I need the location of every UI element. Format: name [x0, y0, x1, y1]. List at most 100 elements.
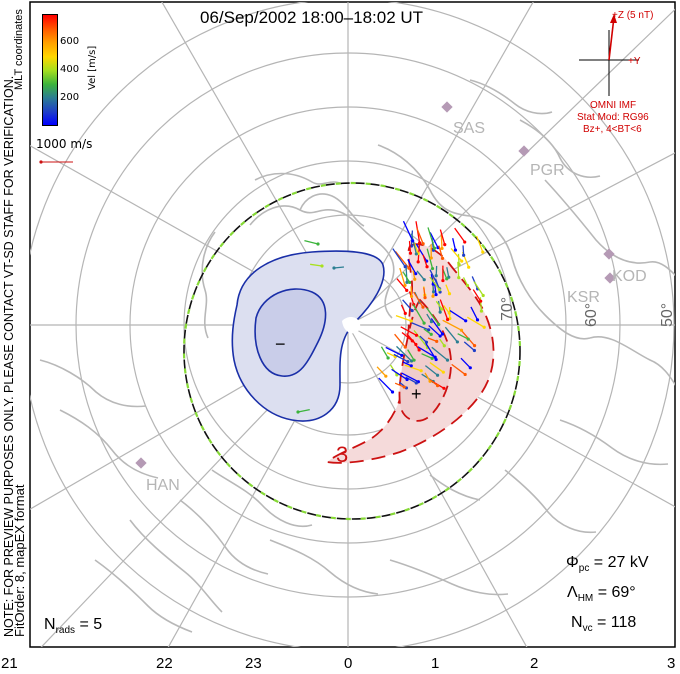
velocity-vector-118: [304, 240, 319, 245]
velocity-vector-34: [466, 316, 485, 328]
negative-cell-inner: [254, 288, 327, 377]
velocity-vector-51: [430, 274, 434, 285]
velocity-vector-102: [423, 287, 426, 298]
scale-vector: [39, 160, 73, 164]
velocity-vector-88: [454, 227, 466, 243]
velocity-vector-92: [442, 319, 462, 331]
velocity-vector-97: [378, 377, 393, 393]
velocity-vector-77: [386, 352, 396, 358]
velocity-vector-5: [479, 297, 483, 312]
colorbar-tick-400: 400: [60, 64, 80, 75]
nrads-symbol: N: [44, 616, 56, 633]
velocity-vector-11: [429, 232, 439, 248]
velocity-vector-32: [470, 306, 479, 321]
velocity-vector-106: [451, 363, 466, 375]
velocity-vector-100: [425, 343, 437, 360]
map-title: 06/Sep/2002 18:00–18:02 UT: [200, 8, 424, 27]
velocity-vector-78: [399, 267, 406, 286]
velocity-vector-55: [429, 362, 444, 373]
velocity-vector-66: [407, 349, 415, 361]
velocity-vector-69: [412, 270, 416, 280]
velocity-vector-23: [389, 364, 398, 376]
velocity-vector-60: [440, 233, 443, 249]
velocity-vector-79: [439, 229, 446, 245]
station-labels: SAS PGR KOD KSR HAN: [146, 120, 647, 494]
imf-z-label: +Z (5 nT): [612, 10, 654, 21]
velocity-vector-107: [430, 379, 438, 387]
velocity-vector-2: [462, 277, 469, 286]
velocity-vector-115: [462, 245, 465, 256]
velocity-vector-111: [402, 220, 414, 242]
velocity-vector-87: [427, 337, 437, 342]
velocity-vector-48: [417, 346, 436, 358]
velocity-vector-109: [391, 368, 408, 381]
velocity-vector-104: [412, 341, 420, 351]
velocity-vector-67: [452, 238, 457, 251]
velocity-vector-7: [446, 267, 450, 278]
mlt-tick-22: 22: [156, 655, 173, 672]
hm-boundary-highlight: [182, 181, 522, 521]
nvc-subscript: vc: [582, 623, 593, 635]
velocity-vector-44: [426, 313, 433, 322]
velocity-vector-4: [394, 251, 410, 269]
colorbar-label: Vel [m/s]: [87, 45, 98, 90]
velocity-vector-52: [457, 333, 469, 340]
velocity-vector-39: [396, 278, 408, 291]
imf-y-label: +Y: [628, 56, 641, 67]
negative-cell-label: −: [275, 334, 286, 354]
velocity-vector-82: [463, 341, 475, 352]
velocity-vector-14: [415, 243, 428, 262]
velocity-vector-65: [392, 248, 406, 268]
velocity-vector-56: [410, 233, 417, 255]
velocity-vector-53: [450, 248, 463, 262]
velocity-vector-27: [396, 345, 413, 362]
imf-source: OMNI IMF: [590, 100, 637, 111]
velocity-vector-108: [444, 326, 458, 343]
velocity-vector-17: [380, 346, 389, 359]
nvc-value: = 118: [597, 614, 637, 631]
station-label-pgr: PGR: [530, 162, 565, 179]
positive-cell-label: +: [411, 384, 422, 404]
imf-condition: Bz+, 4<BT<6: [583, 124, 642, 135]
velocity-vector-28: [419, 335, 427, 343]
phi-value: = 27 kV: [593, 554, 649, 571]
contour-value-label: 3: [336, 442, 348, 467]
coastlines: [39, 79, 675, 633]
lat-label-70: 70°: [499, 297, 516, 321]
velocity-vector-75: [435, 300, 443, 310]
velocity-vector-101: [438, 245, 444, 259]
velocity-vector-70: [439, 299, 449, 320]
pole-marker: [342, 317, 361, 334]
velocity-vector-80: [402, 361, 412, 367]
station-label-sas: SAS: [453, 120, 485, 137]
velocity-vector-120: [297, 408, 310, 413]
velocity-vector-1: [395, 315, 412, 322]
nrads-subscript: rads: [55, 625, 76, 637]
velocity-vector-114: [424, 365, 438, 376]
stat-nrads: Nrads = 5: [44, 616, 102, 636]
velocity-vector-85: [412, 304, 425, 324]
vector-scale-label: 1000 m/s: [36, 137, 93, 151]
velocity-vector-110: [385, 346, 403, 356]
hm-boundary: [183, 182, 521, 520]
velocity-vector-117: [429, 276, 440, 291]
velocity-vector-116: [394, 333, 406, 348]
velocity-vector-35: [475, 235, 484, 253]
velocity-vector-43: [413, 242, 419, 254]
velocity-vector-59: [473, 281, 484, 296]
velocity-vector-19: [430, 318, 444, 335]
velocity-vector-81: [460, 357, 471, 369]
velocity-vector-47: [376, 366, 387, 377]
mlt-tick-3: 3: [667, 655, 676, 672]
lambda-symbol: Λ: [567, 584, 578, 601]
colorbar-tick-200: 200: [60, 92, 80, 103]
velocity-vector-68: [400, 326, 417, 336]
velocity-vector-49: [472, 289, 482, 302]
mlt-tick-21: 21: [1, 655, 18, 672]
velocity-vector-84: [401, 331, 413, 342]
velocity-vector-50: [407, 259, 417, 274]
velocity-vector-38: [457, 253, 460, 265]
stat-lambda-hm: ΛHM = 69°: [567, 584, 636, 604]
stat-phi-pc: Φpc = 27 kV: [566, 554, 648, 574]
